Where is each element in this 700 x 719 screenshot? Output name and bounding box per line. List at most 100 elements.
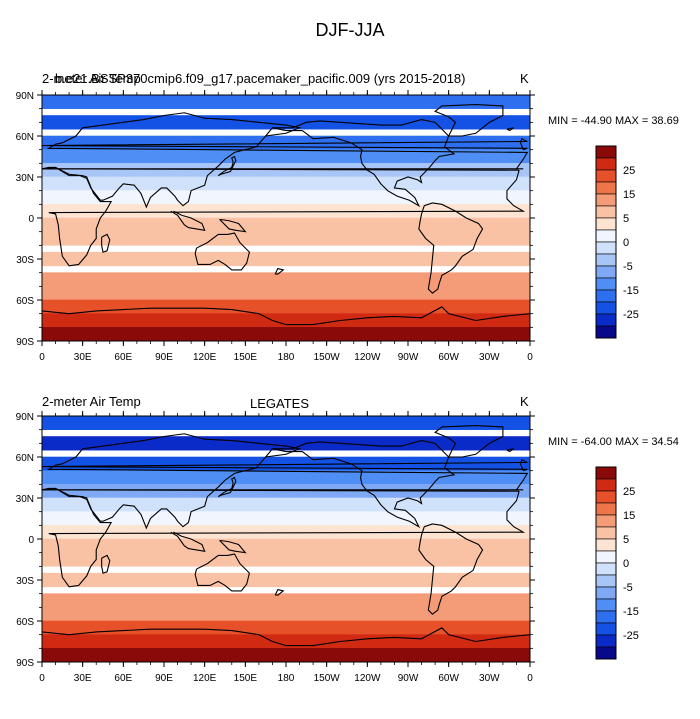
coastline <box>42 433 529 530</box>
colorbar-box <box>595 478 617 492</box>
x-tick-label: 30W <box>479 673 500 684</box>
zonal-band <box>42 217 530 232</box>
coastlines-bottom <box>42 425 530 647</box>
zonal-band <box>42 470 530 485</box>
x-tick-label: 0 <box>39 673 45 684</box>
x-tick-label: 0 <box>527 352 533 363</box>
x-tick-label: 150W <box>314 352 341 363</box>
x-tick-label: 60W <box>438 673 459 684</box>
zonal-band <box>42 648 530 662</box>
coastline <box>418 202 484 294</box>
coastline <box>219 218 247 233</box>
colorbar-frame <box>595 145 617 339</box>
colorbar-box <box>595 466 617 480</box>
y-tick-label: 30S <box>16 255 34 266</box>
colorbar-label: 25 <box>623 165 635 177</box>
coastline <box>217 155 237 177</box>
x-tick-label: 180 <box>278 673 295 684</box>
colorbar-box <box>595 514 617 528</box>
coastline <box>434 425 504 458</box>
field-label-bottom: 2-meter Air Temp <box>42 394 141 409</box>
coastline <box>194 232 251 271</box>
colorbar-box <box>595 634 617 648</box>
colorbar-box <box>595 538 617 552</box>
axes-bottom: 0 30E 60E 90E 120E 150E 180 150W 120W 90W 60W 30W 09… <box>16 411 535 684</box>
colorbar-label: 0 <box>623 237 629 249</box>
colorbar-box <box>595 277 617 291</box>
colorbar-label: -25 <box>623 630 639 642</box>
case-label-top: b.e21.BSSP370cmip6.f09_g17.pacemaker_pac… <box>55 71 466 86</box>
zonal-band <box>42 190 530 205</box>
zonal-band <box>42 149 530 164</box>
colorbar-label: 15 <box>623 189 635 201</box>
colorbar-label: -15 <box>623 606 639 618</box>
coastline <box>265 119 456 208</box>
colorbar-box <box>595 610 617 624</box>
coastline <box>42 137 528 151</box>
axes-top: 0 30E 60E 90E 120E 150E 180 150W 120W 90W 60W 30W 09… <box>16 90 535 363</box>
colorbar-label: 5 <box>623 534 629 546</box>
colorbar-box <box>595 646 617 660</box>
zonal-band <box>42 416 530 430</box>
x-tick-label: 60E <box>114 352 132 363</box>
colorbar-box <box>595 574 617 588</box>
coastline <box>170 531 206 553</box>
x-tick-label: 90E <box>155 352 173 363</box>
coastline <box>274 588 285 596</box>
coastline <box>418 523 484 615</box>
coastline <box>170 210 206 232</box>
colorbar-box <box>595 598 617 612</box>
y-tick-label: 60N <box>16 453 34 464</box>
x-tick-label: 30E <box>74 673 92 684</box>
min-max-top: MIN = -44.90 MAX = 38.69 <box>548 115 679 127</box>
colorbar-box <box>595 562 617 576</box>
zonal-band <box>42 251 530 267</box>
y-tick-label: 60N <box>16 132 34 143</box>
x-tick-label: 60E <box>114 673 132 684</box>
colorbar-label: -5 <box>623 261 633 273</box>
colorbar-box <box>595 145 617 159</box>
panel-bottom: 0 30E 60E 90E 120E 150E 180 150W 120W 90W 60W 30W 0 9… <box>0 389 700 719</box>
colorbar-label: 5 <box>623 213 629 225</box>
colorbar-box <box>595 193 617 207</box>
x-tick-label: 60W <box>438 352 459 363</box>
colorbar-label: -5 <box>623 582 633 594</box>
min-max-bottom: MIN = -64.00 MAX = 34.54 <box>548 436 679 448</box>
zonal-band <box>42 497 530 512</box>
zonal-band <box>42 286 530 301</box>
zonal-band <box>42 176 530 191</box>
x-tick-label: 30W <box>479 352 500 363</box>
zonal-band <box>42 95 530 109</box>
colorbar-box <box>595 169 617 183</box>
x-tick-label: 180 <box>278 352 295 363</box>
x-tick-label: 90W <box>398 352 419 363</box>
colorbar-box <box>595 241 617 255</box>
y-tick-label: 90N <box>16 412 34 423</box>
x-tick-label: 120E <box>193 673 217 684</box>
colorbar-box <box>595 586 617 600</box>
zonal-band <box>42 327 530 341</box>
temperature-bands-bottom <box>42 416 530 662</box>
x-tick-label: 120W <box>354 352 381 363</box>
coastline <box>274 267 285 275</box>
y-tick-label: 60S <box>16 617 34 628</box>
coastline <box>101 554 111 574</box>
coastline <box>42 112 529 209</box>
coastline <box>219 539 247 554</box>
x-tick-label: 150W <box>314 673 341 684</box>
panel-top: 0 30E 60E 90E 120E 150E 180 150W 120W 90W 60W 30W 0 9… <box>0 68 700 398</box>
coastline <box>506 127 515 132</box>
colorbar-box <box>595 622 617 636</box>
temperature-bands-top <box>42 95 530 341</box>
colorbar-frame <box>595 466 617 660</box>
map-plot-bottom: 0 30E 60E 90E 120E 150E 180 150W 120W 90W 60W 30W 09… <box>16 411 639 684</box>
coastline <box>42 487 526 588</box>
colorbar-box <box>595 502 617 516</box>
colorbar-box <box>595 490 617 504</box>
colorbar-top: 25 15 5 0 -5 -15 -25 <box>595 145 639 339</box>
x-tick-label: 30E <box>74 352 92 363</box>
zonal-band <box>42 436 530 451</box>
colorbar-box <box>595 289 617 303</box>
coastline <box>506 448 515 453</box>
x-tick-label: 0 <box>527 673 533 684</box>
